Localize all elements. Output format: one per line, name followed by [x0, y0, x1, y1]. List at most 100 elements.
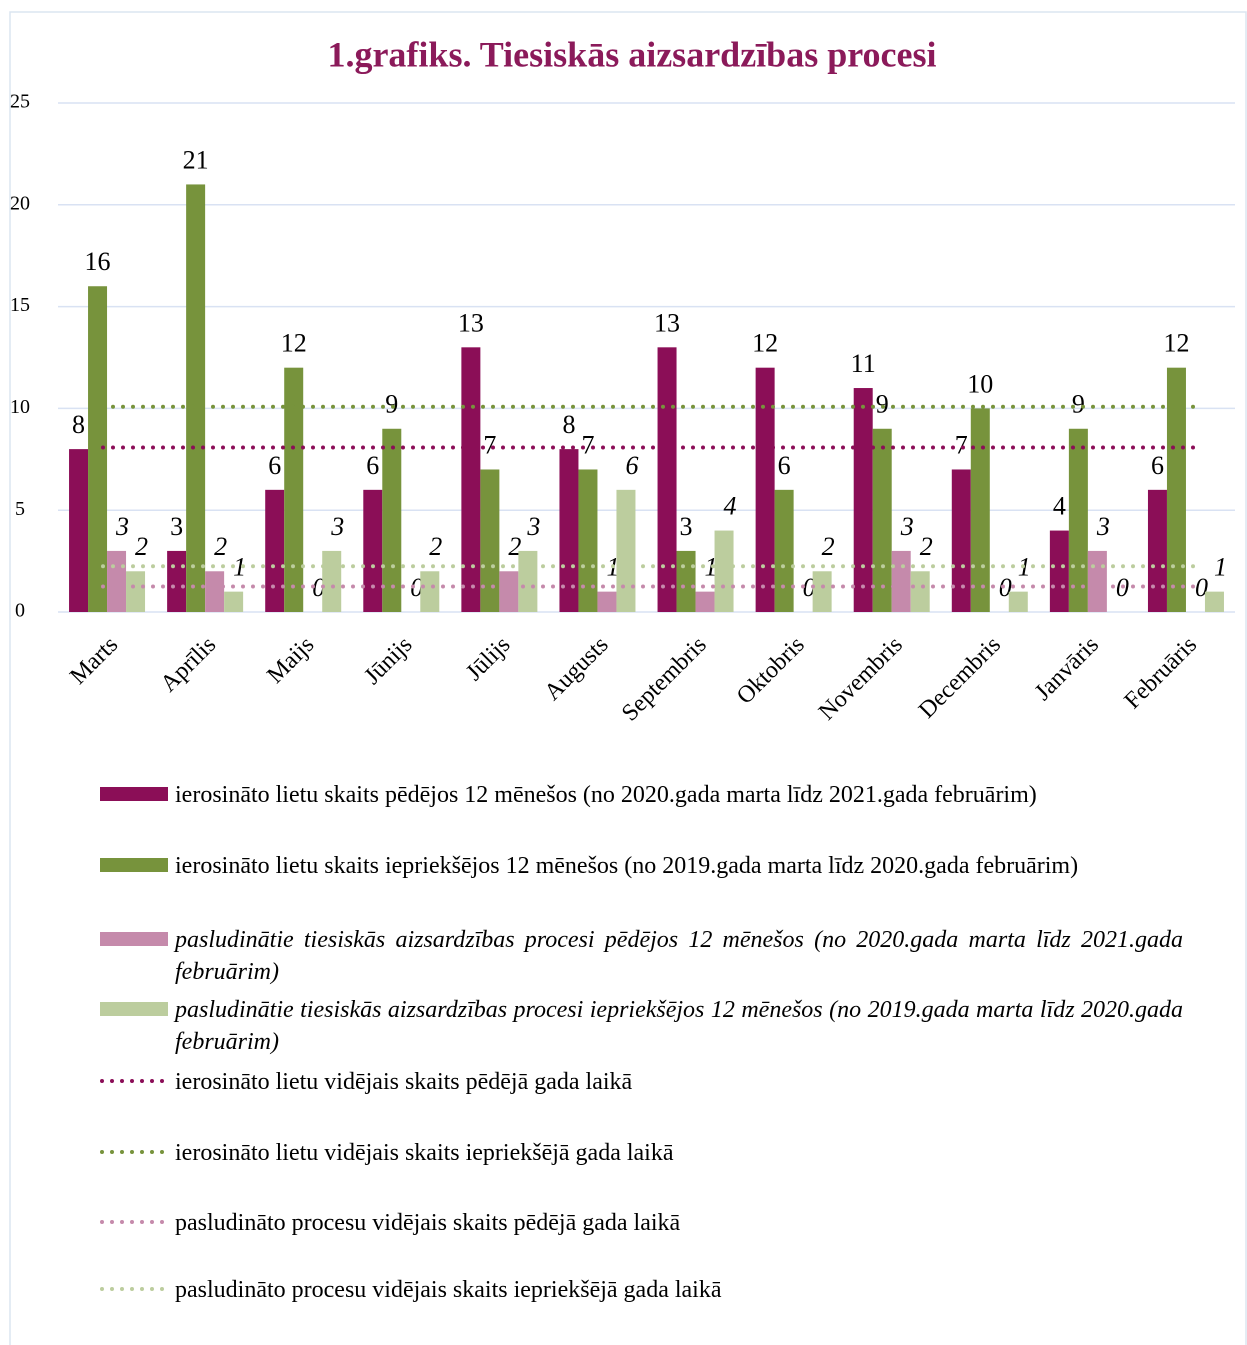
bar	[186, 184, 206, 612]
legend-label: ierosināto lietu skaits pēdējos 12 mēneš…	[175, 782, 1037, 808]
bar	[910, 571, 930, 612]
data-label: 3	[526, 512, 540, 541]
data-label: 4	[724, 492, 737, 521]
legend-swatch	[100, 1215, 168, 1229]
bar	[322, 550, 342, 612]
x-tick-label: Februāris	[1120, 632, 1202, 714]
legend-dots	[100, 1150, 168, 1154]
data-label: 9	[1072, 390, 1085, 419]
legend-swatch	[100, 932, 168, 946]
bar	[1049, 530, 1069, 612]
data-label: 1	[705, 553, 718, 582]
legend-swatch	[100, 858, 168, 872]
data-label: 9	[876, 390, 889, 419]
data-label: 6	[1151, 451, 1164, 480]
data-label: 7	[483, 430, 496, 459]
bar	[224, 591, 244, 612]
data-label: 3	[900, 512, 914, 541]
legend-label: pasludināto procesu vidējais skaits iepr…	[175, 1277, 722, 1303]
chart-border	[9, 11, 1247, 1345]
bar	[420, 571, 440, 612]
data-label: 13	[654, 308, 680, 337]
data-label: 3	[115, 512, 129, 541]
legend-swatch	[100, 787, 168, 801]
legend-dots	[100, 1079, 168, 1083]
legend-label: pasludinātie tiesiskās aizsardzības proc…	[175, 927, 1183, 985]
bar	[363, 489, 383, 612]
y-tick-label: 15	[10, 294, 30, 316]
legend-item: ierosināto lietu skaits pēdējos 12 mēneš…	[100, 779, 1185, 811]
data-label: 12	[281, 329, 307, 358]
legend-item: pasludināto procesu vidējais skaits pēdē…	[100, 1207, 1185, 1239]
bar	[676, 550, 696, 612]
data-label: 6	[268, 451, 281, 480]
chart-title: 1.grafiks. Tiesiskās aizsardzības proces…	[327, 34, 936, 74]
data-label: 2	[508, 532, 521, 561]
legend-item: ierosināto lietu vidējais skaits iepriek…	[100, 1137, 1185, 1169]
bar	[695, 591, 715, 612]
data-label: 6	[625, 451, 638, 480]
y-tick-label: 0	[15, 600, 25, 622]
data-label: 7	[581, 430, 594, 459]
bar	[774, 489, 794, 612]
data-label: 6	[366, 451, 379, 480]
data-label: 0	[312, 573, 325, 602]
legend-swatch	[100, 1282, 168, 1296]
bar	[1147, 489, 1167, 612]
bar	[559, 449, 579, 612]
legend-swatch	[100, 1145, 168, 1159]
bar	[69, 449, 89, 612]
legend-item: pasludināto procesu vidējais skaits iepr…	[100, 1274, 1185, 1306]
bar	[518, 550, 538, 612]
bar	[578, 469, 598, 612]
bar	[891, 550, 911, 612]
bar	[951, 469, 971, 612]
bar	[499, 571, 519, 612]
bar	[1068, 428, 1088, 612]
bar	[714, 530, 734, 612]
legend-item: ierosināto lietu vidējais skaits pēdējā …	[100, 1066, 1185, 1098]
data-label: 3	[170, 512, 183, 541]
data-label: 0	[410, 573, 423, 602]
data-label: 6	[778, 451, 791, 480]
x-tick-label: Jūnijs	[359, 632, 417, 690]
data-label: 8	[562, 410, 575, 439]
bar	[265, 489, 285, 612]
data-label: 2	[429, 532, 442, 561]
y-tick-label: 20	[10, 192, 30, 214]
data-label: 1	[1214, 553, 1227, 582]
y-tick-label: 5	[15, 498, 25, 520]
legend-label: ierosināto lietu skaits iepriekšējos 12 …	[175, 853, 1079, 879]
x-tick-label: Septembris	[617, 632, 712, 727]
bar	[970, 408, 990, 612]
data-label: 1	[233, 553, 246, 582]
x-tick-label: Jūlijs	[461, 632, 515, 686]
data-label: 16	[85, 247, 111, 276]
legend-label: pasludināto procesu vidējais skaits pēdē…	[175, 1210, 681, 1236]
data-label: 0	[1195, 573, 1208, 602]
data-label: 2	[214, 532, 227, 561]
data-label: 3	[330, 512, 344, 541]
data-label: 21	[183, 145, 209, 174]
bar	[1008, 591, 1028, 612]
bar	[755, 367, 775, 612]
legend-item: pasludinātie tiesiskās aizsardzības proc…	[100, 924, 1185, 988]
data-label: 9	[385, 390, 398, 419]
y-tick-label: 25	[10, 91, 30, 113]
x-tick-label: Novembris	[814, 632, 908, 726]
data-label: 0	[803, 573, 816, 602]
x-tick-label: Augusts	[540, 632, 614, 706]
y-tick-label: 10	[10, 396, 30, 418]
bar	[657, 347, 677, 612]
x-tick-label: Janvāris	[1030, 632, 1104, 706]
data-label: 2	[920, 532, 933, 561]
bar	[382, 428, 402, 612]
legend-label: ierosināto lietu vidējais skaits pēdējā …	[175, 1069, 633, 1095]
bar	[616, 489, 636, 612]
data-label: 2	[822, 532, 835, 561]
legend-swatch	[100, 1074, 168, 1088]
x-tick-label: Maijs	[262, 632, 319, 689]
bar	[1087, 550, 1107, 612]
